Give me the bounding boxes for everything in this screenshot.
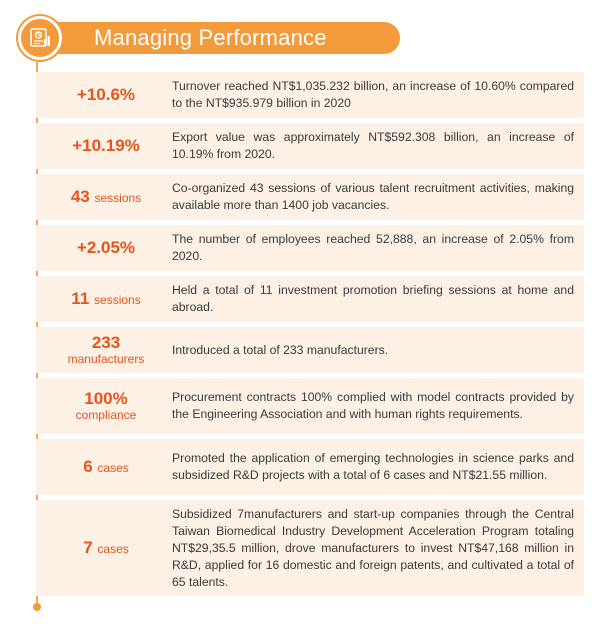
metric-block: 11 sessions xyxy=(36,276,176,322)
metric-unit: cases xyxy=(97,542,129,557)
performance-row: +10.6% Turnover reached NT$1,035.232 bill… xyxy=(36,72,584,118)
metric-value-line: 6 cases xyxy=(83,457,129,477)
description-text: Export value was approximately NT$592.30… xyxy=(172,130,574,161)
metric-value: 6 xyxy=(83,457,93,477)
metric-block: 233 manufacturers xyxy=(36,327,176,373)
title-banner: Managing Performance xyxy=(44,22,400,54)
metric-value-line: +2.05% xyxy=(77,238,135,258)
report-chart-icon xyxy=(18,16,62,60)
metric-block: +10.19% xyxy=(36,123,176,169)
metric-unit: manufacturers xyxy=(67,351,145,366)
metric-description: Turnover reached NT$1,035.232 billion, a… xyxy=(172,72,574,118)
metric-value: 11 xyxy=(71,289,90,309)
metric-value-line: +10.6% xyxy=(77,85,135,105)
metric-description: Procurement contracts 100% complied with… xyxy=(172,378,574,434)
description-text: Co-organized 43 sessions of various tale… xyxy=(172,181,574,212)
description-text: Introduced a total of 233 manufacturers. xyxy=(172,342,389,357)
metric-block: +2.05% xyxy=(36,225,176,271)
metric-description: Co-organized 43 sessions of various tale… xyxy=(172,174,574,220)
metric-block: 6 cases xyxy=(36,439,176,495)
metric-block: 100% compliance xyxy=(36,378,176,434)
metric-value: 43 xyxy=(70,187,90,207)
metric-unit: sessions xyxy=(94,293,141,308)
description-text: Held a total of 11 investment promotion … xyxy=(172,283,574,314)
metric-value: 7 xyxy=(83,538,93,558)
metric-unit: cases xyxy=(97,461,129,476)
timeline-end-dot xyxy=(33,603,41,611)
metric-value: +10.19% xyxy=(72,136,140,156)
description-text: Procurement contracts 100% complied with… xyxy=(172,390,574,421)
performance-row: 233 manufacturers Introduced a total of 23… xyxy=(36,327,584,373)
metric-description: The number of employees reached 52,888, … xyxy=(172,225,574,271)
description-text: Subsidized 7manufacturers and start-up c… xyxy=(172,506,574,589)
metric-value-line: 233 xyxy=(92,333,120,353)
metric-description: Promoted the application of emerging tec… xyxy=(172,439,574,495)
metric-value-line: 100% xyxy=(84,389,127,409)
metric-block: 43 sessions xyxy=(36,174,176,220)
description-text: The number of employees reached 52,888, … xyxy=(172,232,574,263)
performance-row: 7 cases Subsidized 7manufacturers and sta… xyxy=(36,500,584,596)
metric-value: +2.05% xyxy=(76,238,136,258)
metric-value: +10.6% xyxy=(76,85,136,105)
description-text: Promoted the application of emerging tec… xyxy=(172,451,574,482)
metric-block: 7 cases xyxy=(36,500,176,596)
metric-value-line: 43 sessions xyxy=(71,187,141,207)
metric-description: Subsidized 7manufacturers and start-up c… xyxy=(172,500,574,596)
description-text: Turnover reached NT$1,035.232 billion, a… xyxy=(172,79,574,110)
metric-value: 100% xyxy=(84,389,128,409)
performance-row: 100% compliance Procurement contracts 100%… xyxy=(36,378,584,434)
metric-description: Held a total of 11 investment promotion … xyxy=(172,276,574,322)
metric-block: +10.6% xyxy=(36,72,176,118)
metric-value: 233 xyxy=(91,333,121,353)
metric-description: Export value was approximately NT$592.30… xyxy=(172,123,574,169)
metric-description: Introduced a total of 233 manufacturers. xyxy=(172,327,574,373)
metric-value-line: +10.19% xyxy=(72,136,140,156)
performance-row: +2.05% The number of employees reached 52… xyxy=(36,225,584,271)
metric-unit: sessions xyxy=(94,191,142,206)
performance-row: 6 cases Promoted the application of emerg… xyxy=(36,439,584,495)
performance-row: +10.19% Export value was approximately NT… xyxy=(36,123,584,169)
page-title: Managing Performance xyxy=(94,25,327,50)
metric-value-line: 11 sessions xyxy=(71,289,140,309)
performance-row: 11 sessions Held a total of 11 investment… xyxy=(36,276,584,322)
section-header: Managing Performance xyxy=(8,16,408,60)
performance-row: 43 sessions Co-organized 43 sessions of v… xyxy=(36,174,584,220)
metric-value-line: 7 cases xyxy=(83,538,129,558)
metric-unit: compliance xyxy=(75,407,137,422)
